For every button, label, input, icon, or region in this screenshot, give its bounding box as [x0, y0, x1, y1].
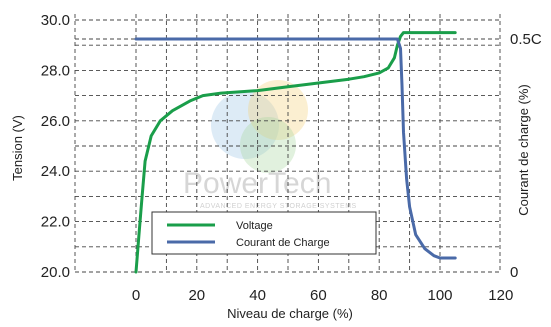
x-axis-title: Niveau de charge (%) — [227, 306, 353, 321]
watermark-logo-yellow — [248, 80, 308, 140]
y-tick-label-left: 28.0 — [41, 62, 70, 79]
legend-box — [151, 211, 377, 255]
y-axis-left-title: Tension (V) — [10, 115, 25, 181]
y-tick-label-left: 30.0 — [41, 12, 70, 29]
x-tick-label: 0 — [132, 287, 140, 304]
legend-label-charge-current: Courant de Charge — [236, 237, 330, 249]
x-tick-label: 120 — [488, 287, 513, 304]
y-tick-label-left: 26.0 — [41, 113, 70, 130]
watermark-tagline: ADVANCED ENERGY STORAGE SYSTEMS — [200, 203, 357, 210]
y-tick-label-left: 20.0 — [41, 264, 70, 281]
x-tick-label: 100 — [427, 287, 452, 304]
watermark-logo-blue — [211, 91, 279, 159]
x-tick-label: 20 — [188, 287, 205, 304]
legend-label-voltage: Voltage — [236, 220, 273, 232]
x-tick-label: 60 — [310, 287, 327, 304]
watermark-logo-green — [240, 117, 296, 173]
series-line-courant-de-charge — [134, 37, 457, 260]
y-tick-label-left: 22.0 — [41, 214, 70, 231]
x-tick-label: 40 — [249, 287, 266, 304]
grid — [74, 14, 501, 273]
y-tick-label-left: 24.0 — [41, 163, 70, 180]
legend: Voltage Courant de Charge — [151, 211, 377, 255]
series-layer — [134, 31, 457, 274]
ticks-layer: 0 20 40 60 80 100 120 20.0 22.0 24.0 26.0 28.0 30.0 0… — [41, 12, 542, 304]
y-tick-label-right: 0.5C — [510, 31, 542, 48]
x-tick-label: 80 — [371, 287, 388, 304]
y-axis-right-title: Courant de charge (%) — [516, 84, 531, 216]
y-tick-label-right: 0 — [510, 264, 518, 281]
watermark: PowerTech ADVANCED ENERGY STORAGE SYSTEM… — [183, 80, 357, 210]
